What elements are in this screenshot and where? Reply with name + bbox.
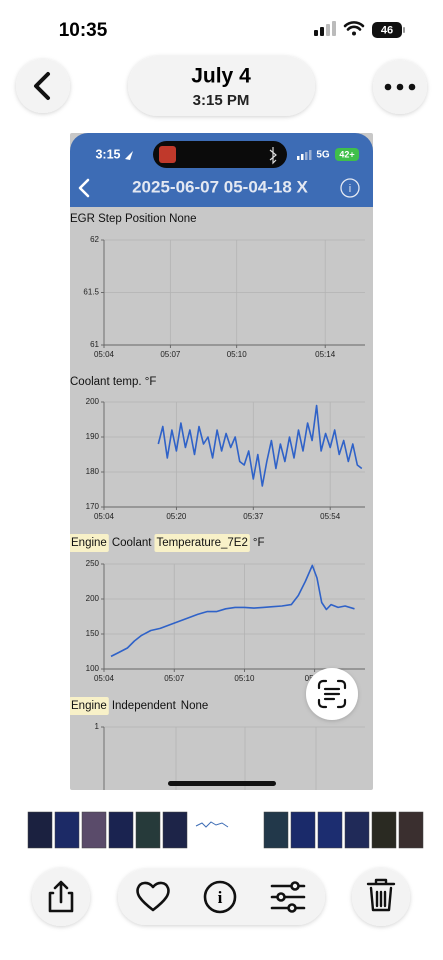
back-icon	[34, 72, 50, 100]
x-tick-label: 05:10	[234, 674, 255, 683]
thumbnail	[371, 811, 397, 849]
thumbnail-strip	[27, 811, 424, 849]
signal	[314, 21, 336, 36]
x-tick-label: 05:04	[94, 512, 115, 521]
chart-title-part: Independent	[112, 700, 177, 712]
back-button[interactable]	[16, 59, 70, 113]
header-title: July 4	[191, 65, 251, 88]
thumbnail	[317, 811, 343, 849]
inner-title: 2025-06-07 05-04-18 X	[132, 177, 308, 196]
x-tick-label: 05:04	[94, 350, 115, 359]
delete-icon	[366, 878, 396, 912]
y-tick-label: 100	[86, 664, 100, 673]
x-tick-label: 05:14	[315, 350, 336, 359]
thumbnail	[135, 811, 161, 849]
live-text-highlight	[70, 534, 109, 552]
info-i: i	[349, 183, 351, 195]
info-button[interactable]	[203, 880, 237, 914]
bluetooth-icon	[269, 147, 277, 165]
x-tick-label: 05:20	[166, 512, 187, 521]
chart-title: EGR Step Position None	[70, 213, 197, 225]
y-tick-label: 200	[86, 594, 100, 603]
chart-title-part: Engine	[71, 700, 107, 712]
y-tick-label: 190	[86, 432, 100, 441]
info-icon	[340, 178, 360, 198]
battery-level: 46	[381, 24, 393, 36]
title-pill	[128, 56, 315, 116]
wifi-dot	[352, 31, 356, 36]
chart-title-part: Engine	[71, 537, 107, 549]
battery	[372, 22, 402, 38]
live-text-icon	[317, 679, 347, 709]
status-time: 10:35	[59, 20, 108, 41]
battery-tip	[403, 27, 405, 33]
charts: EGR Step Position None 05:04 05:07 05:10 05:…	[70, 213, 365, 790]
dynamic-island	[153, 141, 287, 168]
thumbnail	[108, 811, 134, 849]
y-tick-label: 61	[90, 340, 99, 349]
y-tick-label: 250	[86, 559, 100, 568]
x-tick-label: 05:54	[320, 512, 341, 521]
y-tick-label: 200	[86, 397, 100, 406]
x-tick-label: 05:07	[164, 674, 185, 683]
y-tick-label: 62	[90, 235, 99, 244]
adjust-button[interactable]	[270, 881, 306, 913]
thumbnail	[81, 811, 107, 849]
chart-title-part: °F	[253, 537, 265, 549]
data-line	[157, 404, 363, 487]
live-text-highlight	[154, 534, 250, 552]
inner-signal	[297, 150, 312, 160]
x-tick-label: 05:07	[160, 350, 181, 359]
thumbnail	[263, 811, 289, 849]
location-icon	[125, 151, 133, 160]
chart-title: Coolant temp. °F	[70, 376, 156, 388]
inner-back	[78, 178, 90, 198]
more-icon	[384, 83, 416, 91]
inner-battery-level: 42+	[339, 149, 354, 159]
y-tick-label: 61.5	[83, 288, 99, 297]
thumbnail	[290, 811, 316, 849]
y-tick-label: 1	[95, 722, 100, 731]
thumbnail	[54, 811, 80, 849]
inner-network: 5G	[316, 150, 330, 161]
x-tick-label: 05:04	[94, 674, 115, 683]
inner-time: 3:15	[95, 147, 120, 161]
inner-battery	[335, 148, 359, 161]
header-subtitle: 3:15 PM	[193, 92, 250, 109]
chart-title-part: Coolant	[112, 537, 152, 549]
toolbar-pill	[118, 869, 325, 925]
info-button-i: i	[218, 888, 223, 907]
thumbnail	[27, 811, 53, 849]
live-text-highlight	[70, 697, 109, 715]
thumbnail	[344, 811, 370, 849]
chart-title-part: Temperature_7E2	[156, 537, 247, 549]
thumbnail	[398, 811, 424, 849]
thumbnail-chart	[195, 821, 229, 828]
thumbnail	[237, 812, 261, 848]
wifi	[343, 21, 365, 31]
share-icon	[48, 880, 74, 913]
y-tick-label: 150	[86, 629, 100, 638]
island-app-icon	[159, 146, 176, 163]
data-line	[110, 564, 355, 658]
favorite-button[interactable]	[136, 881, 170, 912]
x-tick-label: 05:37	[243, 512, 264, 521]
home-indicator	[168, 781, 276, 786]
thumbnail	[162, 811, 188, 849]
y-tick-label: 170	[86, 502, 100, 511]
x-tick-label: 05:10	[227, 350, 248, 359]
y-tick-label: 180	[86, 467, 100, 476]
chart-title-part: None	[181, 700, 209, 712]
thumbnail	[190, 812, 234, 848]
